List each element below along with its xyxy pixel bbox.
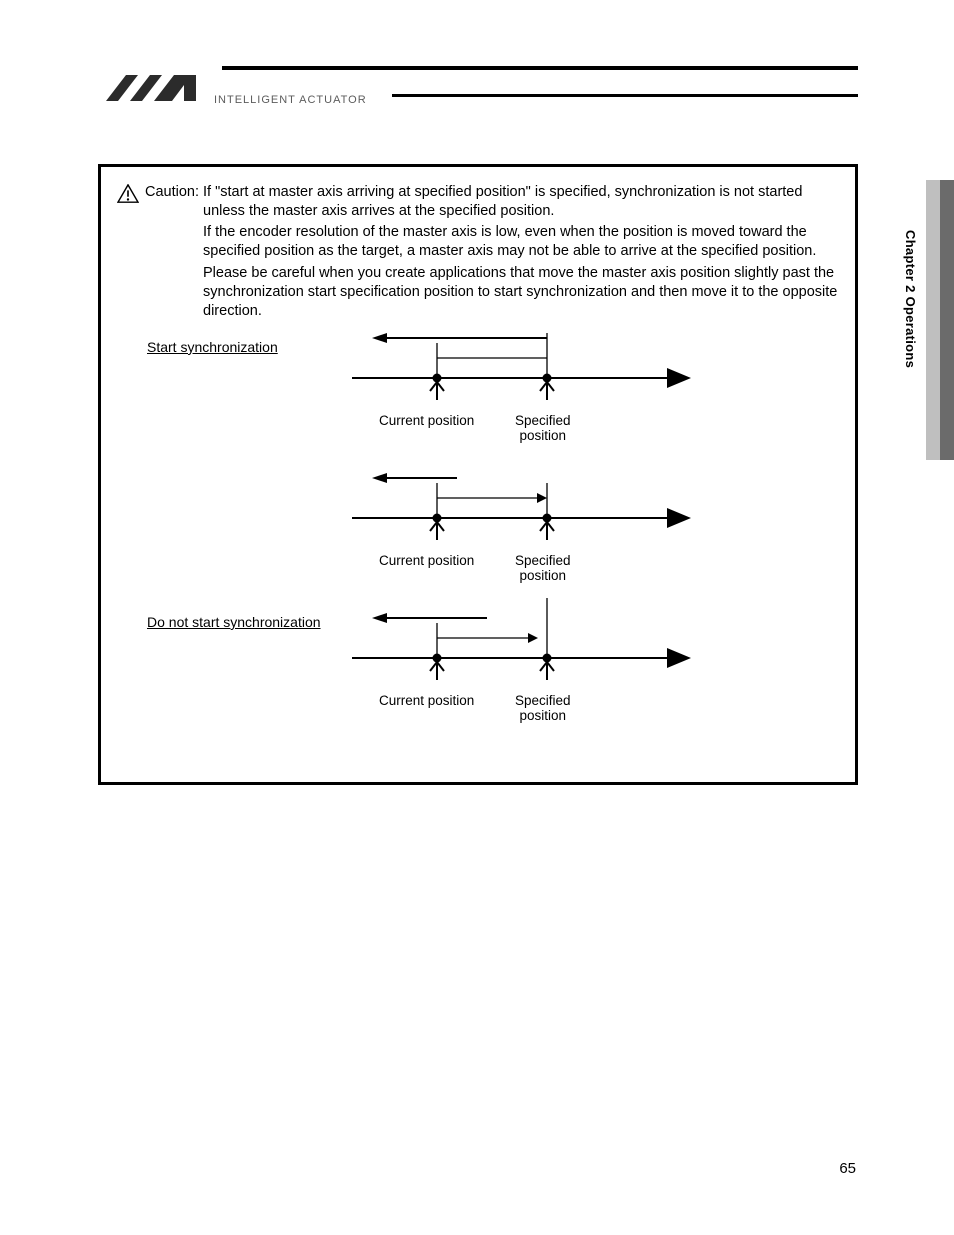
brand-text: INTELLIGENT ACTUATOR: [214, 94, 367, 106]
page-content: INTELLIGENT ACTUATOR Caution: If "start …: [98, 60, 858, 785]
diagram-svg: [117, 333, 837, 758]
header-rule-upper: [218, 66, 858, 70]
logo-icon: [98, 68, 208, 108]
caution-label: Caution:: [145, 183, 199, 202]
caution-box: Caution: If "start at master axis arrivi…: [98, 164, 858, 785]
caution-para-3: Please be careful when you create applic…: [203, 264, 839, 321]
page-number: 65: [839, 1160, 856, 1177]
caution-para-1: If "start at master axis arriving at spe…: [203, 183, 839, 221]
caution-para-2: If the encoder resolution of the master …: [203, 223, 839, 261]
specified-pos-label-2: Specifiedposition: [515, 553, 571, 584]
page-header: INTELLIGENT ACTUATOR: [98, 60, 858, 108]
diagram-label-nostart: Do not start synchronization: [147, 613, 321, 631]
current-pos-label-1: Current position: [379, 413, 474, 429]
caution-head: Caution: If "start at master axis arrivi…: [117, 183, 839, 323]
header-rule-lower: [388, 94, 858, 97]
diagram-row-2: [352, 473, 687, 540]
diagram-row-3: [352, 598, 687, 680]
specified-pos-label-3: Specifiedposition: [515, 693, 571, 724]
chapter-tab-dark: [940, 180, 954, 460]
warning-icon: [117, 184, 139, 204]
specified-pos-label-1: Specifiedposition: [515, 413, 571, 444]
current-pos-label-3: Current position: [379, 693, 474, 709]
sync-diagram: Start synchronization Do not start synch…: [117, 333, 839, 758]
diagram-label-start: Start synchronization: [147, 338, 278, 356]
diagram-row-1: [352, 333, 687, 400]
caution-body: If "start at master axis arriving at spe…: [203, 183, 839, 323]
current-pos-label-2: Current position: [379, 553, 474, 569]
chapter-tab-text: Chapter 2 Operations: [903, 230, 918, 368]
